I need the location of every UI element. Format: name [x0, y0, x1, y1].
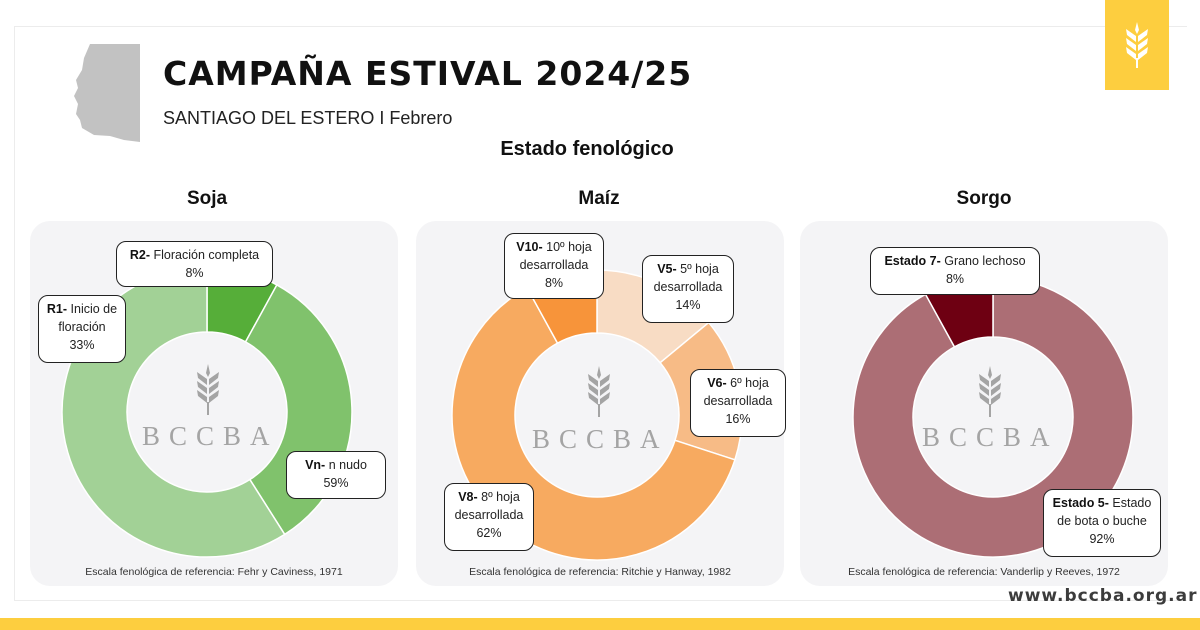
- callout-v8: V8- 8º hoja desarrollada 62%: [444, 483, 534, 551]
- callout-v10: V10- 10º hoja desarrollada 8%: [504, 233, 604, 299]
- callout-estado-5: Estado 5- Estado de bota o buche 92%: [1043, 489, 1161, 557]
- donut-segment: [852, 276, 1134, 558]
- reference-text: Escala fenológica de referencia: Vanderl…: [848, 566, 1120, 578]
- callout-v6: V6- 6º hoja desarrollada 16%: [690, 369, 786, 437]
- section-title: Estado fenológico: [500, 138, 674, 160]
- crop-title-sorgo: Sorgo: [956, 188, 1012, 209]
- callout-v5: V5- 5º hoja desarrollada 14%: [642, 255, 734, 323]
- watermark-text: BCCBA: [922, 422, 1059, 452]
- watermark-wheat-icon: [197, 364, 219, 415]
- watermark-wheat-icon: [588, 366, 610, 417]
- reference-text: Escala fenológica de referencia: Ritchie…: [469, 566, 731, 578]
- page-subtitle: SANTIAGO DEL ESTERO I Febrero: [163, 108, 453, 128]
- brand-logo: [1105, 0, 1169, 90]
- watermark-wheat-icon: [979, 366, 1001, 417]
- crop-title-soja: Soja: [186, 188, 228, 209]
- panel-soja: BCCBA R2- Floración completa 8% R1- Inici…: [30, 221, 398, 586]
- watermark-text: BCCBA: [142, 421, 279, 451]
- bottom-accent-bar: [0, 618, 1200, 630]
- callout-vn: Vn- n nudo 59%: [286, 451, 386, 499]
- reference-text: Escala fenológica de referencia: Fehr y …: [85, 566, 343, 578]
- callout-estado-7: Estado 7- Grano lechoso 8%: [870, 247, 1040, 295]
- callout-r2: R2- Floración completa 8%: [116, 241, 273, 287]
- website-link[interactable]: www.bccba.org.ar: [1008, 586, 1198, 606]
- crop-title-maiz: Maíz: [578, 188, 620, 209]
- province-map-icon: [74, 44, 140, 142]
- wheat-icon: [1126, 22, 1148, 68]
- callout-r1: R1- Inicio de floración 33%: [38, 295, 126, 363]
- watermark-text: BCCBA: [532, 424, 669, 454]
- page-title: CAMPAÑA ESTIVAL 2024/25: [163, 54, 693, 93]
- panel-maiz: BCCBA V10- 10º hoja desarrollada 8% V5- 5…: [416, 221, 786, 586]
- panel-sorgo: BCCBA Estado 7- Grano lechoso 8% Estado 5…: [800, 221, 1168, 586]
